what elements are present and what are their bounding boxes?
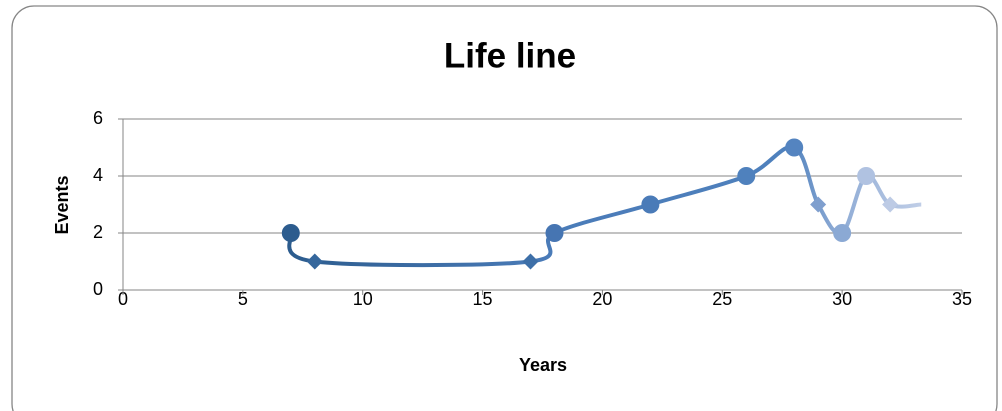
y-tick-label: 4 xyxy=(93,165,103,185)
x-tick-label: 30 xyxy=(832,289,852,309)
chart-title: Life line xyxy=(444,36,576,75)
x-tick-label: 0 xyxy=(118,289,128,309)
x-tick-label: 10 xyxy=(353,289,373,309)
point-marker xyxy=(545,224,564,242)
point-marker xyxy=(785,138,804,157)
point-marker xyxy=(641,195,660,214)
x-tick-label: 25 xyxy=(712,289,732,309)
y-tick-label: 6 xyxy=(93,108,103,128)
point-marker xyxy=(306,253,323,270)
point-marker xyxy=(882,196,899,213)
y-tick-label: 0 xyxy=(93,279,103,299)
point-marker xyxy=(737,167,756,185)
y-tick-label: 2 xyxy=(93,222,103,242)
point-marker xyxy=(810,196,827,213)
x-axis-label: Years xyxy=(519,355,567,375)
x-tick-label: 15 xyxy=(473,289,493,309)
point-marker xyxy=(281,224,300,242)
chart-frame xyxy=(11,5,998,411)
point-marker xyxy=(833,224,852,242)
x-tick-label: 5 xyxy=(238,289,248,309)
y-axis-label: Events xyxy=(52,175,72,234)
point-marker xyxy=(857,167,876,185)
x-tick-label: 35 xyxy=(952,289,972,309)
x-tick-label: 20 xyxy=(592,289,612,309)
point-marker xyxy=(522,253,539,270)
